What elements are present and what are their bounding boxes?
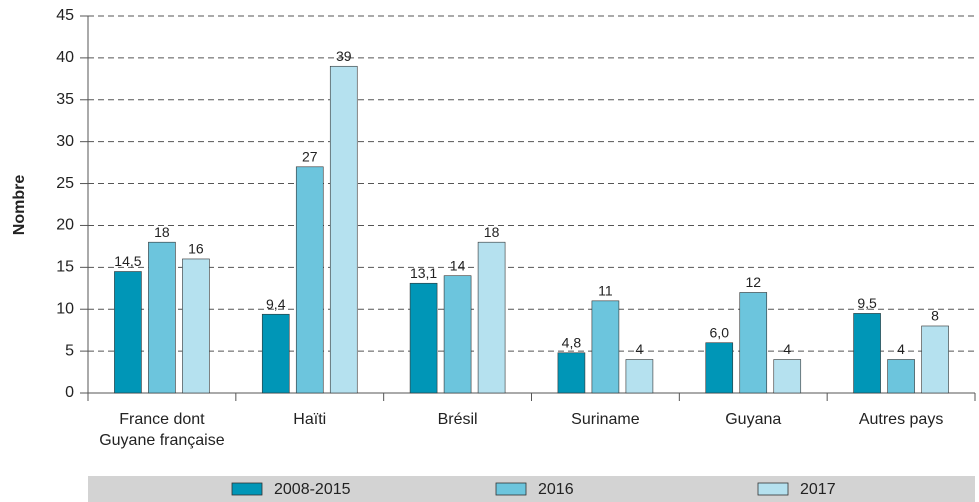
data-label: 9,5 xyxy=(857,295,877,311)
legend-swatch xyxy=(495,482,527,496)
y-tick-label: 5 xyxy=(65,342,74,359)
bar xyxy=(739,292,768,394)
data-label: 14,5 xyxy=(114,253,141,269)
legend xyxy=(88,476,975,502)
bar xyxy=(261,313,290,394)
y-tick-label: 15 xyxy=(56,259,74,276)
y-tick-label: 30 xyxy=(56,133,74,150)
y-tick-label: 25 xyxy=(56,175,74,192)
bar xyxy=(773,359,802,394)
bar xyxy=(329,65,358,394)
bar xyxy=(921,325,949,394)
data-label: 4 xyxy=(897,341,905,357)
x-tick-label: Autres pays xyxy=(859,411,943,428)
legend-swatch xyxy=(757,482,789,496)
data-label: 14 xyxy=(450,257,466,273)
x-tick-label: Haïti xyxy=(293,411,326,428)
bar xyxy=(557,352,586,394)
bar xyxy=(409,282,438,394)
y-tick-label: 45 xyxy=(56,7,74,24)
y-axis-label: Nombre xyxy=(11,175,28,236)
data-label: 13,1 xyxy=(410,265,437,281)
data-label: 4 xyxy=(636,341,644,357)
bar xyxy=(625,359,654,394)
legend-label: 2016 xyxy=(538,481,574,498)
bar xyxy=(887,359,915,394)
legend-swatch xyxy=(231,482,263,496)
data-label: 18 xyxy=(154,224,170,240)
x-tick-label: Brésil xyxy=(438,411,478,428)
y-tick-label: 40 xyxy=(56,49,74,66)
legend-label: 2017 xyxy=(800,481,836,498)
bar xyxy=(443,275,472,394)
data-label: 18 xyxy=(484,224,500,240)
x-tick-label: Suriname xyxy=(571,411,640,428)
bar xyxy=(591,300,620,394)
bar xyxy=(705,342,734,394)
bar xyxy=(477,241,506,394)
x-tick-label: France dont Guyane française xyxy=(99,411,225,449)
bar xyxy=(114,271,142,394)
data-label: 4 xyxy=(783,341,791,357)
bar xyxy=(148,241,176,394)
x-tick-label: Guyana xyxy=(725,411,781,428)
data-label: 6,0 xyxy=(710,324,730,340)
data-label: 4,8 xyxy=(562,334,582,350)
data-label: 16 xyxy=(188,241,204,257)
y-tick-label: 20 xyxy=(56,217,74,234)
data-label: 9,4 xyxy=(266,296,286,312)
y-tick-label: 35 xyxy=(56,91,74,108)
legend-label: 2008-2015 xyxy=(274,481,351,498)
data-label: 8 xyxy=(931,308,939,324)
data-label: 27 xyxy=(302,149,318,165)
bar xyxy=(182,258,210,394)
data-label: 39 xyxy=(336,48,352,64)
data-label: 11 xyxy=(598,283,613,299)
bar xyxy=(295,166,324,394)
y-tick-label: 0 xyxy=(65,384,74,401)
bar xyxy=(853,313,881,394)
data-label: 12 xyxy=(745,274,761,290)
y-tick-label: 10 xyxy=(56,300,74,317)
